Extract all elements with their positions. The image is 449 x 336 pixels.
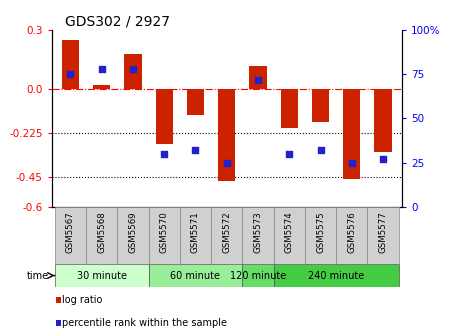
Bar — [305, 207, 336, 264]
Bar — [343, 89, 361, 179]
Point — [161, 151, 168, 157]
Point — [67, 72, 74, 77]
Point — [317, 148, 324, 153]
Bar — [117, 207, 149, 264]
Text: GSM5572: GSM5572 — [222, 211, 231, 253]
Bar — [149, 264, 242, 287]
Text: 30 minute: 30 minute — [77, 270, 127, 281]
Text: GSM5568: GSM5568 — [97, 211, 106, 253]
Bar — [242, 207, 273, 264]
Bar — [312, 89, 329, 122]
Point — [286, 151, 293, 157]
Point — [192, 148, 199, 153]
Text: GSM5574: GSM5574 — [285, 211, 294, 253]
Text: GSM5569: GSM5569 — [128, 211, 137, 253]
Point — [255, 77, 262, 82]
Bar — [367, 207, 399, 264]
Bar — [55, 264, 149, 287]
Bar — [281, 89, 298, 128]
Text: GSM5567: GSM5567 — [66, 211, 75, 253]
Bar — [62, 40, 79, 89]
Bar — [156, 89, 173, 144]
Bar — [242, 264, 273, 287]
Bar — [218, 89, 235, 181]
Text: GSM5575: GSM5575 — [316, 211, 325, 253]
Bar — [93, 85, 110, 89]
Text: GSM5576: GSM5576 — [348, 211, 357, 253]
Bar — [149, 207, 180, 264]
Text: GDS302 / 2927: GDS302 / 2927 — [65, 14, 170, 29]
Bar — [180, 207, 211, 264]
Text: GSM5570: GSM5570 — [160, 211, 169, 253]
Text: 120 minute: 120 minute — [230, 270, 286, 281]
Bar — [249, 66, 267, 89]
Text: GSM5571: GSM5571 — [191, 211, 200, 253]
Text: log ratio: log ratio — [62, 295, 102, 305]
Bar — [336, 207, 367, 264]
Bar — [273, 264, 399, 287]
Point — [223, 160, 230, 165]
Text: GSM5573: GSM5573 — [254, 211, 263, 253]
Text: 60 minute: 60 minute — [171, 270, 220, 281]
Bar — [187, 89, 204, 115]
Text: 240 minute: 240 minute — [308, 270, 364, 281]
Bar — [86, 207, 117, 264]
Point — [129, 67, 136, 72]
Text: GSM5577: GSM5577 — [379, 211, 387, 253]
Bar — [55, 207, 86, 264]
Bar — [374, 89, 392, 152]
Bar — [273, 207, 305, 264]
Bar — [211, 207, 242, 264]
Point — [379, 156, 387, 162]
Bar — [124, 54, 141, 89]
Text: time: time — [27, 270, 49, 281]
Text: percentile rank within the sample: percentile rank within the sample — [62, 318, 227, 328]
Point — [348, 160, 356, 165]
Point — [98, 67, 105, 72]
